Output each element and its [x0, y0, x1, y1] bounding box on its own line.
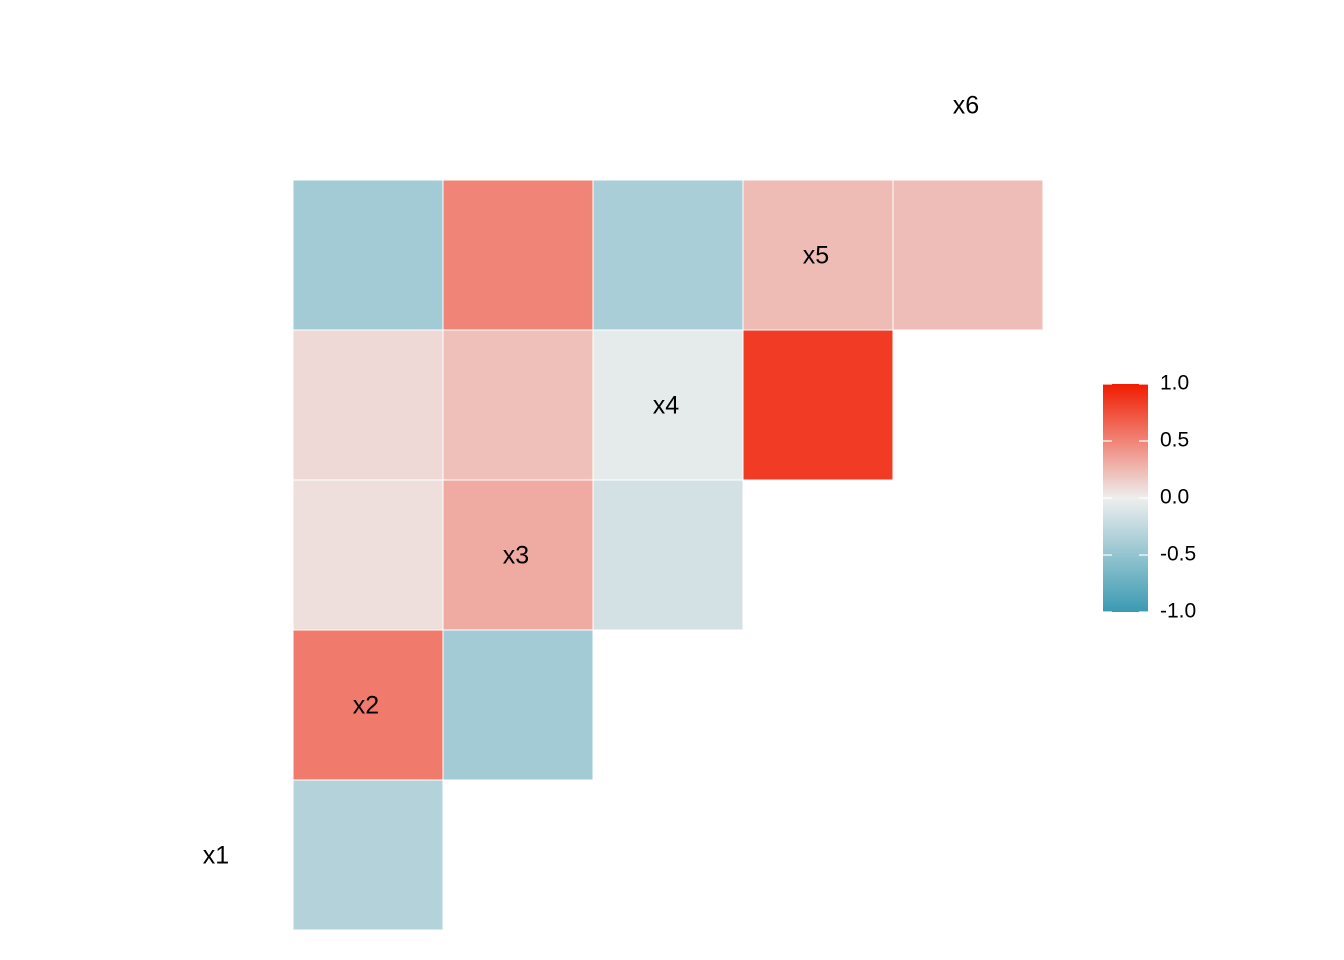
- heatmap-cell-x4-x3: [592, 479, 744, 631]
- legend-tick-label: 0.5: [1160, 429, 1189, 452]
- heatmap-cell-x6-x4: [742, 179, 894, 331]
- heatmap-cell-x5-x4: [742, 329, 894, 481]
- variable-label-x2: x2: [353, 692, 379, 720]
- heatmap-cell-x3-x2: [442, 629, 594, 781]
- heatmap-cell-x2-x1: [292, 779, 444, 931]
- heatmap-cell-x6-x3: [592, 179, 744, 331]
- legend-tick-label: 0.0: [1160, 486, 1189, 509]
- variable-label-x1: x1: [203, 842, 229, 870]
- heatmap-cell-x5-x2: [442, 329, 594, 481]
- variable-label-x3: x3: [503, 542, 529, 570]
- heatmap-cells: [292, 179, 1044, 931]
- heatmap-cell-x4-x1: [292, 479, 444, 631]
- heatmap-cell-x5-x1: [292, 329, 444, 481]
- legend-tick-label: -1.0: [1160, 600, 1196, 623]
- heatmap-cell-x4-x2: [442, 479, 594, 631]
- variable-label-x5: x5: [803, 242, 829, 270]
- color-legend: 1.0 0.5 0.0 -0.5 -1.0: [1103, 372, 1196, 623]
- legend-tick-label: 1.0: [1160, 372, 1189, 395]
- heatmap-cell-x3-x1: [292, 629, 444, 781]
- heatmap-cell-x6-x5: [892, 179, 1044, 331]
- heatmap-cell-x6-x2: [442, 179, 594, 331]
- variable-label-x6: x6: [953, 92, 979, 120]
- variable-labels: x1 x2 x3 x4 x5 x6: [203, 92, 979, 870]
- heatmap-cell-x6-x1: [292, 179, 444, 331]
- variable-label-x4: x4: [653, 392, 680, 420]
- legend-tick-label: -0.5: [1160, 543, 1196, 566]
